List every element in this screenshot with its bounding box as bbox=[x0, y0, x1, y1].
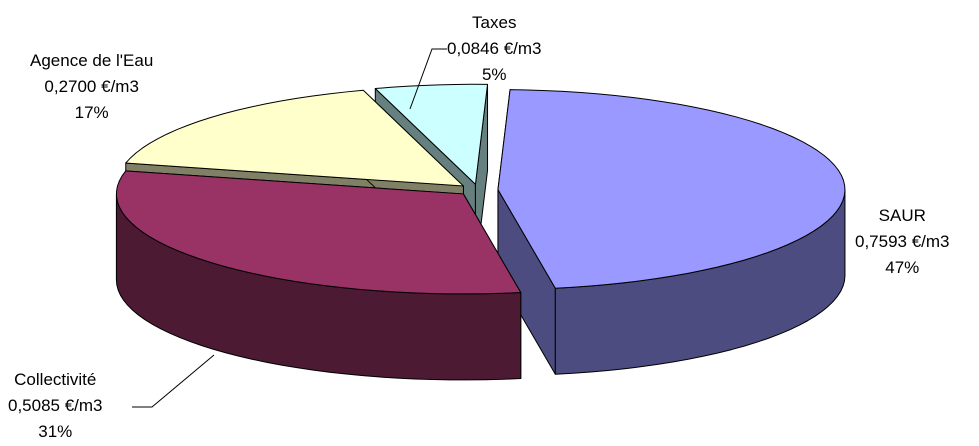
slice-percent: 31% bbox=[38, 422, 73, 441]
leader-line-collectivite bbox=[132, 354, 215, 408]
slice-name: Agence de l'Eau bbox=[30, 51, 154, 70]
leader-lines bbox=[132, 48, 447, 408]
slice-value: 0,5085 €/m3 bbox=[8, 396, 103, 415]
slice-name: Collectivité bbox=[14, 370, 97, 389]
slice-percent: 17% bbox=[74, 103, 109, 122]
slice-top bbox=[125, 89, 464, 187]
pie-slice-collectivite bbox=[115, 170, 522, 381]
slice-label-saur: SAUR 0,7593 €/m3 47% bbox=[855, 203, 950, 281]
slice-name: Taxes bbox=[472, 13, 517, 32]
slice-value: 0,2700 €/m3 bbox=[44, 77, 139, 96]
pie-slice-saur bbox=[497, 89, 846, 375]
slice-top bbox=[497, 89, 846, 289]
slices-layer bbox=[115, 83, 846, 381]
slice-percent: 5% bbox=[481, 65, 507, 84]
leader-line-taxes bbox=[409, 48, 447, 110]
slice-label-agence-de-l-eau: Agence de l'Eau 0,2700 €/m3 17% bbox=[30, 48, 153, 126]
slice-top bbox=[374, 83, 489, 185]
slice-value: 0,0846 €/m3 bbox=[447, 39, 542, 58]
slice-percent: 47% bbox=[885, 258, 920, 277]
slice-name: SAUR bbox=[878, 206, 926, 225]
slice-label-collectivite: Collectivité 0,5085 €/m3 31% bbox=[8, 367, 103, 445]
slice-top bbox=[116, 170, 522, 295]
slice-value: 0,7593 €/m3 bbox=[855, 232, 950, 251]
slice-label-taxes: Taxes 0,0846 €/m3 5% bbox=[447, 10, 542, 88]
